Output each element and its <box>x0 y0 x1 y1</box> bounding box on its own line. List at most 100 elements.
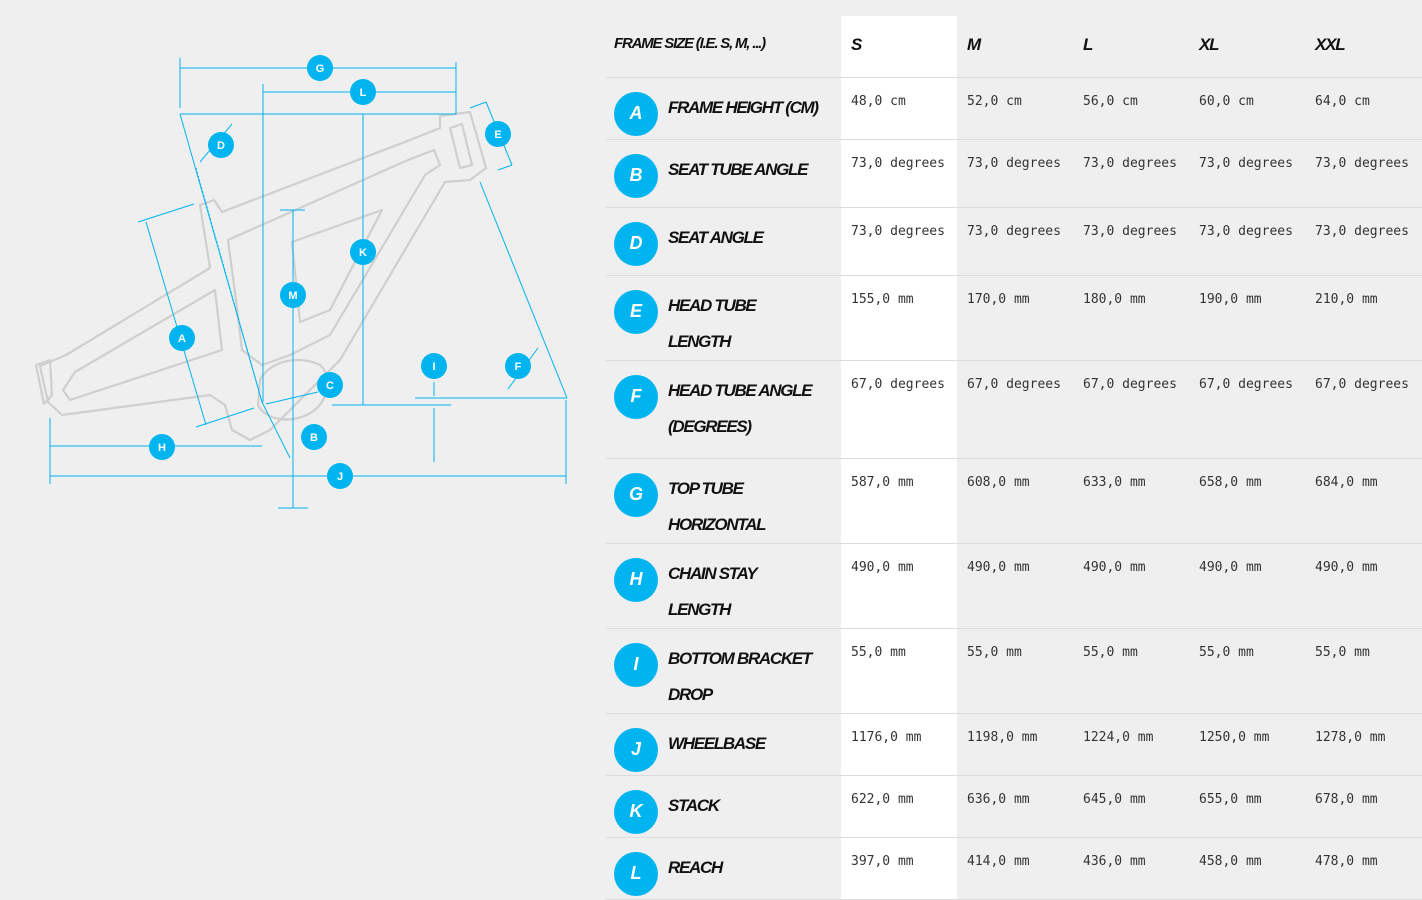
diagram-label-a: A <box>169 325 195 351</box>
measurement-name: SEAT ANGLE <box>668 227 764 247</box>
measurement-label: K STACK <box>606 776 841 834</box>
table-cell: 490,0 mm <box>1073 543 1189 629</box>
diagram-label-b: B <box>301 424 327 450</box>
table-cell: 645,0 mm <box>1073 775 1189 838</box>
table-cell: 478,0 mm <box>1305 837 1422 900</box>
table-cell: 73,0 degrees <box>1073 207 1189 276</box>
table-cell: 67,0 degrees <box>1305 360 1422 459</box>
table-cell: 67,0 degrees <box>1073 360 1189 459</box>
frame-outline <box>34 110 488 442</box>
table-cell: 55,0 mm <box>1189 628 1305 714</box>
table-cell: 73,0 degrees <box>1073 139 1189 208</box>
frame-size-header: FRAME SIZE (I.E. S, M, ...) <box>606 16 841 78</box>
table-cell: 458,0 mm <box>1189 837 1305 900</box>
measurement-label-cell: K STACK <box>606 775 841 838</box>
table-cell: 56,0 cm <box>1073 77 1189 140</box>
table-cell: 1224,0 mm <box>1073 713 1189 776</box>
diagram-label-i-text: I <box>432 361 435 373</box>
diagram-label-m: M <box>280 282 306 308</box>
diagram-label-k-text: K <box>359 247 367 259</box>
frame-geometry-diagram: G L E D K M A I <box>34 55 568 509</box>
measurement-name: CHAIN STAY LENGTH <box>668 563 757 619</box>
table-cell: 190,0 mm <box>1189 275 1305 361</box>
size-header-xl: XL <box>1189 16 1305 78</box>
geometry-table-body: A FRAME HEIGHT (CM) 48,0 cm 52,0 cm 56,0 cm 6… <box>606 77 1422 900</box>
measurement-label-cell: A FRAME HEIGHT (CM) <box>606 77 841 140</box>
table-cell: 1278,0 mm <box>1305 713 1422 776</box>
measurement-name: FRAME HEIGHT (CM) <box>668 97 819 117</box>
measurement-name: STACK <box>668 795 720 815</box>
measurement-name: SEAT TUBE ANGLE <box>668 159 808 179</box>
table-cell: 608,0 mm <box>957 458 1073 544</box>
table-row: E HEAD TUBE LENGTH 155,0 mm 170,0 mm 180,0 m… <box>606 275 1422 361</box>
diagram-label-l-text: L <box>360 87 367 99</box>
size-header-s: S <box>841 16 957 78</box>
measurement-letter-badge: B <box>614 153 658 198</box>
size-header-xxl: XXL <box>1305 16 1422 78</box>
measurement-name: BOTTOM BRACKET DROP <box>668 648 812 704</box>
table-cell: 622,0 mm <box>841 775 957 838</box>
table-cell: 48,0 cm <box>841 77 957 140</box>
table-cell: 490,0 mm <box>841 543 957 629</box>
measurement-letter-badge: H <box>614 557 658 602</box>
table-cell: 73,0 degrees <box>841 207 957 276</box>
measurement-label: L REACH <box>606 838 841 896</box>
table-cell: 490,0 mm <box>1305 543 1422 629</box>
table-row: L REACH 397,0 mm 414,0 mm 436,0 mm 458,0 mm 47… <box>606 837 1422 900</box>
table-row: A FRAME HEIGHT (CM) 48,0 cm 52,0 cm 56,0 cm 6… <box>606 77 1422 140</box>
table-row: K STACK 622,0 mm 636,0 mm 645,0 mm 655,0 mm 67… <box>606 775 1422 838</box>
table-cell: 436,0 mm <box>1073 837 1189 900</box>
measurement-name: HEAD TUBE LENGTH <box>668 295 757 351</box>
table-cell: 52,0 cm <box>957 77 1073 140</box>
measurement-label-cell: B SEAT TUBE ANGLE <box>606 139 841 208</box>
table-cell: 155,0 mm <box>841 275 957 361</box>
table-cell: 490,0 mm <box>957 543 1073 629</box>
table-row: B SEAT TUBE ANGLE 73,0 degrees 73,0 degrees… <box>606 139 1422 208</box>
table-cell: 67,0 degrees <box>957 360 1073 459</box>
measurement-label: D SEAT ANGLE <box>606 208 841 266</box>
diagram-label-h-text: H <box>158 442 166 454</box>
measurement-label: B SEAT TUBE ANGLE <box>606 140 841 198</box>
diagram-label-i: I <box>421 353 447 379</box>
table-row: D SEAT ANGLE 73,0 degrees 73,0 degrees 73,0 … <box>606 207 1422 276</box>
size-header-l: L <box>1073 16 1189 78</box>
measurement-name: TOP TUBE HORIZONTAL <box>668 478 766 534</box>
diagram-label-c-text: C <box>326 380 334 392</box>
diagram-label-j: J <box>327 463 353 489</box>
diagram-label-l: L <box>350 79 376 105</box>
measurement-letter-badge: A <box>614 91 658 136</box>
table-cell: 180,0 mm <box>1073 275 1189 361</box>
geometry-table: FRAME SIZE (I.E. S, M, ...) S M L XL XXL… <box>606 16 1422 900</box>
measurement-label: I BOTTOM BRACKET DROP <box>606 629 841 713</box>
measurement-label: H CHAIN STAY LENGTH <box>606 544 841 628</box>
table-cell: 397,0 mm <box>841 837 957 900</box>
measurement-name: HEAD TUBE ANGLE (DEGREES) <box>668 380 813 436</box>
table-row: J WHEELBASE 1176,0 mm 1198,0 mm 1224,0 mm 125… <box>606 713 1422 776</box>
table-cell: 67,0 degrees <box>1189 360 1305 459</box>
diagram-label-c: C <box>317 372 343 398</box>
diagram-label-k: K <box>350 239 376 265</box>
diagram-label-e: E <box>485 121 511 147</box>
table-row: F HEAD TUBE ANGLE (DEGREES) 67,0 degrees 67… <box>606 360 1422 459</box>
table-cell: 633,0 mm <box>1073 458 1189 544</box>
measurement-name: WHEELBASE <box>668 733 766 753</box>
table-cell: 73,0 degrees <box>1305 139 1422 208</box>
table-cell: 55,0 mm <box>1305 628 1422 714</box>
measurement-label: F HEAD TUBE ANGLE (DEGREES) <box>606 361 841 445</box>
measurement-letter-badge: L <box>614 851 658 896</box>
measurement-label-cell: E HEAD TUBE LENGTH <box>606 275 841 361</box>
table-cell: 678,0 mm <box>1305 775 1422 838</box>
table-cell: 55,0 mm <box>841 628 957 714</box>
measurement-label-cell: I BOTTOM BRACKET DROP <box>606 628 841 714</box>
table-cell: 655,0 mm <box>1189 775 1305 838</box>
diagram-label-j-text: J <box>337 471 343 483</box>
table-row: I BOTTOM BRACKET DROP 55,0 mm 55,0 mm 55,0 m… <box>606 628 1422 714</box>
table-cell: 414,0 mm <box>957 837 1073 900</box>
diagram-label-m-text: M <box>288 290 297 302</box>
table-cell: 658,0 mm <box>1189 458 1305 544</box>
measurement-label-cell: G TOP TUBE HORIZONTAL <box>606 458 841 544</box>
diagram-labels: G L E D K M A I <box>149 55 531 489</box>
measurement-label: A FRAME HEIGHT (CM) <box>606 78 841 136</box>
measurement-letter-badge: E <box>614 289 658 334</box>
table-cell: 73,0 degrees <box>841 139 957 208</box>
